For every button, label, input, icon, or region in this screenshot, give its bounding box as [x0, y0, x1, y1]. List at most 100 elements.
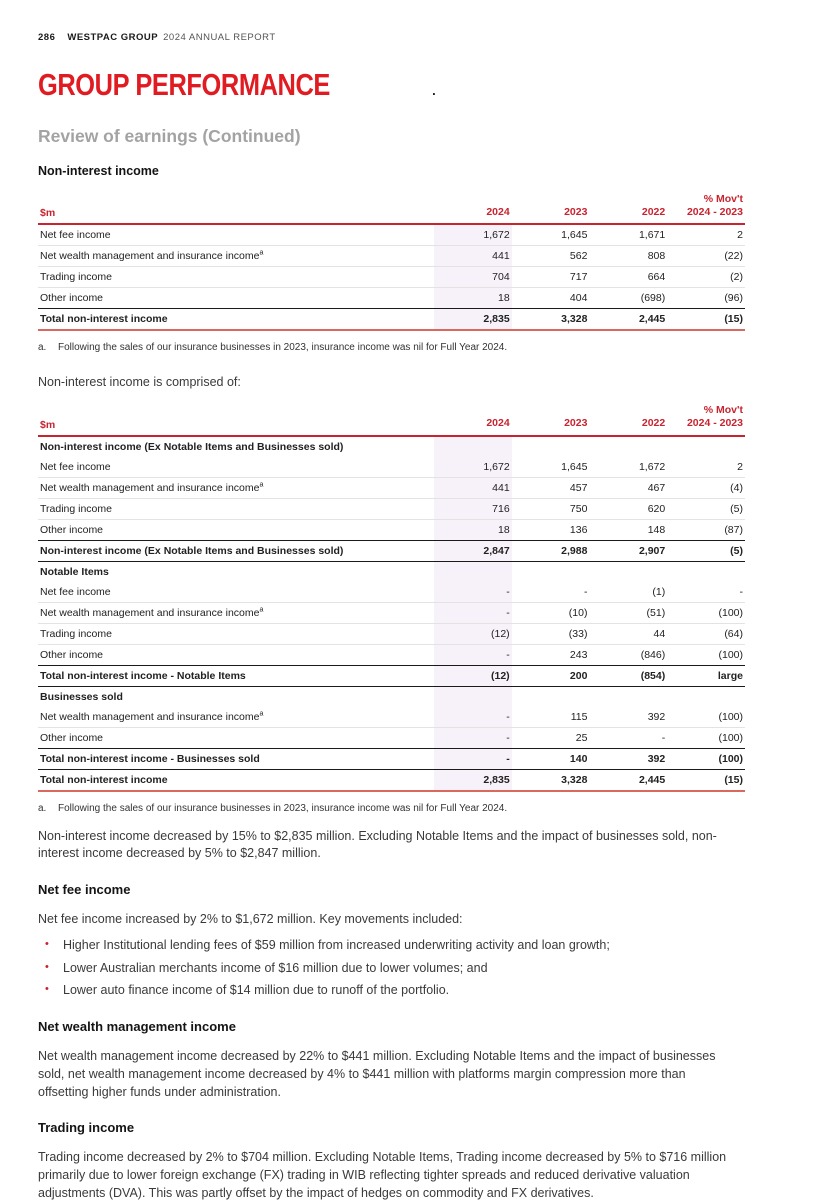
row-label: Net fee income — [40, 229, 111, 242]
cell-value: (4) — [667, 476, 745, 498]
cell-value: 2 — [737, 460, 743, 473]
bullet-text: Higher Institutional lending fees of $59… — [63, 937, 610, 952]
row-label: Trading income — [38, 497, 434, 519]
cell-value: 2,988 — [511, 539, 590, 562]
cell-value — [512, 686, 590, 707]
cell-value: 2,847 — [433, 539, 512, 562]
bullet-text: Lower auto finance income of $14 million… — [63, 983, 450, 998]
table-data-row: Net wealth management and insurance inco… — [38, 706, 745, 727]
cell-value — [512, 436, 590, 457]
cell-value: (100) — [667, 601, 745, 623]
report-title: 2024 ANNUAL REPORT — [163, 32, 276, 43]
net-fee-income-heading: Net fee income — [38, 882, 131, 897]
cell-value — [512, 561, 590, 582]
row-label: Other income — [38, 726, 434, 748]
cell-value: 243 — [511, 643, 590, 665]
page-title: GROUP PERFORMANCE — [38, 67, 330, 102]
row-label: Businesses sold — [40, 690, 123, 703]
table-total-row: Total non-interest income - Notable Item… — [38, 664, 745, 687]
cell-value: (698) — [589, 287, 668, 309]
cell-value: - — [433, 643, 512, 665]
cell-value: 140 — [511, 747, 590, 770]
cell-value: (100) — [667, 747, 745, 770]
table-data-row: Trading income 704 717 664 (2) — [38, 266, 745, 288]
table-total-row: Total non-interest income - Businesses s… — [38, 747, 745, 770]
cell-value: 457 — [511, 476, 590, 498]
summary-table-container: $m 2024 2023 2022% Mov't 2024 - 2023 Net fee… — [38, 191, 745, 332]
cell-value: 2 — [737, 229, 743, 242]
cell-value: (2) — [667, 266, 745, 288]
cell-value: 3,328 — [511, 768, 590, 792]
row-label: Non-interest income (Ex Notable Items an… — [38, 539, 434, 562]
cell-value: - — [589, 726, 668, 748]
footnote-marker: a. — [38, 802, 47, 814]
table-header-row: $m 2024 2023 2022% Mov't 2024 - 2023 — [38, 191, 745, 226]
row-label: Other income — [38, 518, 434, 540]
net-wealth-paragraph: Net wealth management income decreased b… — [38, 1049, 716, 1099]
table-data-row: Trading income (12) (33) 44 (64) — [38, 622, 745, 644]
cell-value: (15) — [667, 768, 745, 792]
cell-value — [589, 436, 667, 457]
cell-value: 441 — [433, 245, 512, 267]
cell-value: (100) — [667, 643, 745, 665]
cell-value — [667, 436, 745, 457]
brand-name: WESTPAC GROUP — [67, 32, 159, 43]
cell-value: (22) — [667, 245, 745, 267]
column-header: 2022 — [589, 191, 668, 226]
cell-value: large — [667, 664, 745, 687]
cell-value: - — [433, 747, 512, 770]
column-header: 2024 — [433, 402, 512, 437]
cell-value: 2,445 — [589, 308, 668, 332]
cell-value: (51) — [589, 601, 668, 623]
cell-value: 18 — [433, 287, 512, 309]
row-label: Net wealth management and insurance inco… — [38, 476, 434, 498]
cell-value: (1) — [652, 585, 666, 598]
cell-value: (64) — [667, 622, 745, 644]
column-header: 2024 — [433, 191, 512, 226]
footnote-text: Following the sales of our insurance bus… — [58, 802, 508, 814]
column-header: % Mov't 2024 - 2023 — [667, 191, 745, 226]
cell-value: (12) — [433, 664, 512, 687]
table-data-row: Other income -243 (846) (100) — [38, 643, 745, 665]
table-section-row: Businesses sold — [38, 686, 745, 707]
table-data-row: Trading income 716 750 620 (5) — [38, 497, 745, 519]
table-data-row: Net fee income 1,672 1,645 1,671 2 — [38, 224, 745, 246]
cell-value: - — [433, 601, 512, 623]
cell-value: 716 — [433, 497, 512, 519]
cell-value — [589, 561, 667, 582]
non-interest-income-composition-table: $m 2024 2023 2022% Mov't 2024 - 2023 Non-int… — [38, 402, 745, 792]
row-label: Other income — [38, 287, 434, 309]
list-item: • Lower Australian merchants income of $1… — [38, 960, 738, 978]
table-data-row: Net wealth management and insurance inco… — [38, 245, 745, 267]
cell-value: 1,671 — [638, 229, 666, 242]
section-subtitle: Review of earnings (Continued) — [38, 126, 301, 146]
cell-value: 2,835 — [433, 768, 512, 792]
cell-value: (854) — [589, 664, 668, 687]
footnote-reference: a — [259, 606, 264, 613]
net-fee-intro: Net fee income increased by 2% to $1,672… — [38, 912, 463, 926]
table-total-row: Total non-interest income 2,835 3,328 2,445… — [38, 768, 745, 792]
net-wealth-heading: Net wealth management income — [38, 1019, 236, 1034]
cell-value: 392 — [647, 710, 666, 723]
table-total-row: Non-interest income (Ex Notable Items an… — [38, 539, 745, 562]
cell-value: 620 — [589, 497, 668, 519]
cell-value: 717 — [511, 266, 590, 288]
cell-value — [433, 561, 512, 582]
cell-value: (96) — [667, 287, 745, 309]
cell-value: 808 — [589, 245, 668, 267]
column-header: $m — [38, 191, 434, 226]
footnote-reference: a — [259, 481, 264, 488]
overview-paragraph: Non-interest income decreased by 15% to … — [38, 828, 717, 861]
cell-value: 1,645 — [561, 229, 588, 242]
footnote-reference: a — [259, 710, 264, 717]
row-label: Total non-interest income - Businesses s… — [38, 747, 434, 770]
cell-value: (100) — [718, 710, 743, 723]
cell-value: (12) — [433, 622, 512, 644]
cell-value: 1,645 — [561, 460, 588, 473]
cell-value: - — [739, 585, 744, 598]
table-data-row: Other income 18 404 (698) (96) — [38, 287, 745, 309]
cell-value: 44 — [589, 622, 668, 644]
cell-value: (100) — [667, 726, 745, 748]
cell-value: (5) — [667, 539, 745, 562]
